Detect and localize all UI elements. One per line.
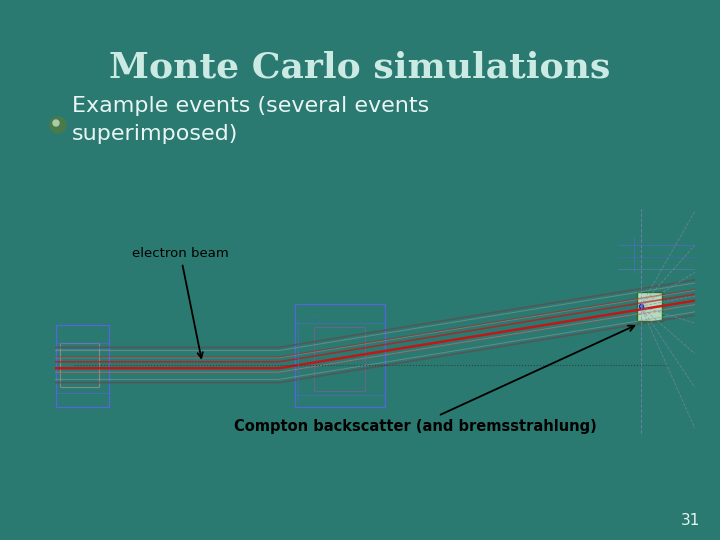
Text: ___: ___ — [311, 312, 319, 317]
Text: Example events (several events
superimposed): Example events (several events superimpo… — [72, 96, 429, 144]
Text: Compton backscatter (and bremsstrahlung): Compton backscatter (and bremsstrahlung) — [234, 326, 634, 434]
Bar — [56, 325, 109, 407]
Text: 31: 31 — [680, 513, 700, 528]
Circle shape — [53, 120, 59, 126]
Text: electron beam: electron beam — [132, 247, 228, 358]
Circle shape — [50, 117, 66, 133]
Bar — [637, 292, 662, 321]
Bar — [295, 304, 384, 407]
Bar — [60, 343, 99, 387]
Text: ⚙: ⚙ — [53, 118, 63, 132]
Text: Monte Carlo simulations: Monte Carlo simulations — [109, 50, 611, 84]
Bar — [314, 327, 365, 390]
